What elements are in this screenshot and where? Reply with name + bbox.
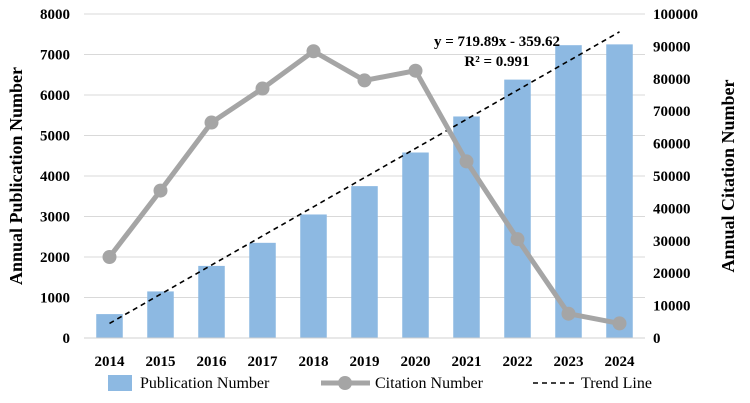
left-tick-label: 6000 xyxy=(40,88,70,104)
citation-point xyxy=(306,44,321,59)
right-tick-label: 40000 xyxy=(653,201,691,217)
left-tick-label: 3000 xyxy=(40,210,70,226)
x-tick-label: 2023 xyxy=(554,354,584,370)
citation-point xyxy=(102,250,117,264)
x-tick-label: 2014 xyxy=(95,354,126,370)
legend-label-trend: Trend Line xyxy=(581,375,652,392)
citation-point xyxy=(561,306,576,321)
x-tick-label: 2024 xyxy=(605,354,636,370)
left-tick-label: 8000 xyxy=(40,7,70,23)
left-axis-ticks: 0 1000 2000 3000 4000 5000 6000 7000 8000 xyxy=(40,7,70,347)
right-tick-label: 90000 xyxy=(653,39,691,55)
citation-point xyxy=(459,154,474,169)
citation-point xyxy=(612,316,627,331)
publication-bar xyxy=(453,116,480,338)
publication-bar xyxy=(555,45,582,339)
citation-point xyxy=(510,232,525,247)
citation-point xyxy=(204,115,219,130)
left-tick-label: 5000 xyxy=(40,129,70,145)
x-tick-label: 2019 xyxy=(350,354,380,370)
x-tick-label: 2017 xyxy=(248,354,279,370)
left-tick-label: 7000 xyxy=(40,48,70,64)
left-tick-label: 0 xyxy=(63,331,71,347)
publication-bar xyxy=(198,265,225,338)
x-tick-label: 2020 xyxy=(401,354,431,370)
trend-r-squared: R² = 0.991 xyxy=(464,54,529,70)
right-tick-label: 60000 xyxy=(653,137,691,153)
right-tick-label: 10000 xyxy=(653,299,691,315)
right-axis-title: Annual Citation Number xyxy=(718,79,738,272)
citation-point xyxy=(153,183,168,198)
left-tick-label: 4000 xyxy=(40,169,70,185)
publication-bar xyxy=(402,152,429,338)
trend-equation: y = 719.89x - 359.62 xyxy=(434,34,560,50)
publication-bar xyxy=(351,186,378,338)
legend-bar-swatch xyxy=(108,375,132,391)
right-tick-label: 100000 xyxy=(653,7,698,23)
citation-markers xyxy=(102,44,627,331)
right-axis-ticks: 0 10000 20000 30000 40000 50000 60000 70000 8000… xyxy=(653,7,698,347)
right-tick-label: 30000 xyxy=(653,234,691,250)
citation-point xyxy=(255,81,270,96)
left-tick-label: 2000 xyxy=(40,250,70,266)
right-tick-label: 70000 xyxy=(653,104,691,120)
legend-label-publication: Publication Number xyxy=(140,375,270,392)
legend-label-citation: Citation Number xyxy=(375,375,484,392)
publication-bars xyxy=(96,44,633,339)
x-tick-label: 2015 xyxy=(146,354,176,370)
citation-point xyxy=(408,63,423,78)
publication-bar xyxy=(300,214,327,338)
trend-line xyxy=(109,31,620,325)
citation-point xyxy=(357,73,372,88)
legend-marker-swatch xyxy=(338,376,352,390)
publication-bar xyxy=(504,79,531,339)
x-tick-label: 2022 xyxy=(503,354,533,370)
x-tick-label: 2016 xyxy=(197,354,228,370)
publication-bar xyxy=(147,291,174,338)
left-axis-title: Annual Publication Number xyxy=(6,67,26,285)
right-tick-label: 0 xyxy=(653,331,661,347)
left-tick-label: 1000 xyxy=(40,291,70,307)
publication-bar xyxy=(96,314,123,338)
x-tick-label: 2021 xyxy=(452,354,482,370)
right-tick-label: 80000 xyxy=(653,72,691,88)
right-tick-label: 50000 xyxy=(653,169,691,185)
publication-bar xyxy=(249,242,276,338)
publication-bar xyxy=(606,44,633,338)
legend: Publication Number Citation Number Trend… xyxy=(108,375,652,392)
right-tick-label: 20000 xyxy=(653,266,691,282)
x-axis-ticks: 2014 2015 2016 2017 2018 2019 2020 2021 2022 2023… xyxy=(95,354,636,370)
x-tick-label: 2018 xyxy=(299,354,329,370)
